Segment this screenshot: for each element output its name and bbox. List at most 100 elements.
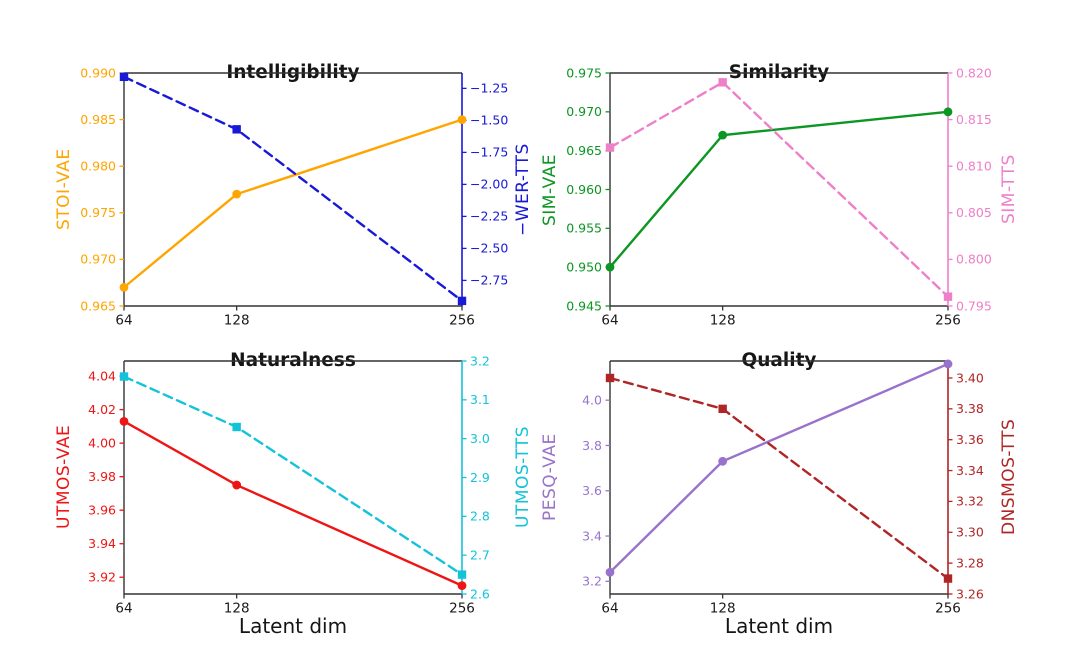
left-tick-label: 4.0 (582, 392, 602, 407)
x-tick-label: 128 (224, 313, 250, 329)
right-tick-label: 3.36 (956, 432, 984, 447)
left-tick-label: 0.990 (80, 65, 116, 80)
right-tick-label: −2.75 (470, 273, 508, 288)
left-tick-label: 0.965 (80, 298, 116, 313)
naturalness-plot-area: 64 128 256 3.92 3.94 3.96 3.98 4.00 4.02 4.04 2.6 2… (88, 353, 490, 617)
circle-marker (232, 480, 242, 490)
right-tick-label: 3.28 (956, 555, 984, 570)
chart-title-intelligibility: Intelligibility (226, 62, 360, 84)
right-tick-label: 3.32 (956, 494, 984, 509)
series-line-stoi-vae (122, 118, 464, 289)
square-marker (943, 574, 953, 583)
x-axis-label-latent-dim: Latent dim (238, 614, 348, 638)
square-marker (232, 422, 241, 432)
square-marker (457, 570, 467, 579)
square-marker (943, 292, 953, 301)
right-axis-label-wer-tts: −WER-TTS (513, 143, 533, 236)
right-tick-label: 0.795 (956, 298, 992, 313)
left-tick-label: 0.970 (566, 104, 602, 119)
x-tick-label: 64 (115, 601, 132, 617)
right-tick-label: 0.820 (956, 65, 992, 80)
circle-marker (232, 189, 242, 199)
intelligibility-plot-area: 64 128 256 0.965 0.970 0.975 0.980 0.985 0.990 −1… (80, 65, 508, 329)
square-marker (457, 296, 467, 306)
series-line--wer-tts (122, 75, 464, 303)
circle-marker (605, 567, 615, 577)
right-tick-label: 3.30 (956, 525, 984, 540)
x-tick-label: 128 (710, 601, 736, 617)
right-tick-label: 3.40 (956, 370, 984, 385)
square-marker (119, 372, 129, 381)
left-tick-label: 0.970 (80, 252, 116, 267)
square-marker (605, 373, 615, 383)
right-tick-label: 0.810 (956, 159, 992, 174)
x-tick-label: 256 (449, 313, 475, 329)
right-tick-label: 3.34 (956, 463, 984, 478)
right-tick-label: −2.25 (470, 209, 508, 224)
circle-marker (718, 130, 728, 140)
x-tick-label: 64 (601, 601, 618, 617)
circle-marker (119, 416, 129, 426)
right-axis-label-dnsmos-tts: DNSMOS-TTS (999, 418, 1019, 536)
left-axis-label-pesq-vae: PESQ-VAE (540, 433, 560, 521)
circle-marker (718, 456, 728, 466)
left-tick-label: 0.975 (566, 65, 602, 80)
right-tick-label: 2.7 (470, 547, 490, 562)
left-tick-label: 3.94 (88, 536, 116, 551)
right-tick-label: 2.6 (470, 586, 490, 601)
left-tick-label: 3.8 (582, 438, 602, 453)
similarity-plot-area: 64 128 256 0.945 0.950 0.955 0.960 0.965 0.970 0.… (566, 65, 992, 329)
series-line-sim-tts (608, 80, 950, 298)
x-tick-label: 256 (935, 601, 961, 617)
left-tick-label: 0.960 (566, 182, 602, 197)
right-tick-label: 0.800 (956, 252, 992, 267)
series-line-dnsmos-tts (608, 376, 950, 580)
x-tick-label: 64 (115, 313, 132, 329)
square-marker (718, 404, 727, 414)
circle-marker (943, 359, 953, 369)
left-tick-label: 0.985 (80, 112, 116, 127)
right-axis-label-sim-tts: SIM-TTS (999, 154, 1019, 225)
right-tick-label: −2.00 (470, 177, 508, 192)
right-tick-label: 2.8 (470, 509, 490, 524)
right-tick-label: 3.0 (470, 431, 490, 446)
left-axis-label-stoi-vae: STOI-VAE (54, 148, 74, 231)
left-tick-label: 0.945 (566, 298, 602, 313)
circle-marker (119, 282, 129, 292)
x-tick-label: 64 (601, 313, 618, 329)
right-tick-label: 2.9 (470, 470, 490, 485)
left-tick-label: 3.96 (88, 502, 116, 517)
left-tick-label: 3.6 (582, 483, 602, 498)
right-tick-label: 3.38 (956, 401, 984, 416)
left-tick-label: 3.4 (582, 528, 602, 543)
left-tick-label: 0.955 (566, 221, 602, 236)
left-tick-label: 4.00 (88, 435, 116, 450)
right-tick-label: 3.2 (470, 353, 490, 368)
series-line-utmos-tts (122, 375, 464, 576)
series-line-pesq-vae (608, 362, 950, 574)
series-line-utmos-vae (122, 420, 464, 587)
left-tick-label: 0.980 (80, 159, 116, 174)
circle-marker (943, 107, 953, 117)
left-tick-label: 0.975 (80, 205, 116, 220)
circle-marker (457, 115, 467, 124)
x-tick-label: 128 (710, 313, 736, 329)
right-tick-label: −1.50 (470, 113, 508, 128)
right-tick-label: −2.50 (470, 241, 508, 256)
left-tick-label: 3.2 (582, 574, 602, 589)
left-axis-label-sim-vae: SIM-VAE (540, 153, 560, 226)
x-tick-label: 128 (224, 601, 250, 617)
x-axis-label-latent-dim: Latent dim (724, 614, 834, 638)
chart-title-naturalness: Naturalness (230, 350, 356, 372)
circle-marker (605, 262, 615, 272)
right-tick-label: 0.805 (956, 205, 992, 220)
left-tick-label: 0.965 (566, 143, 602, 158)
chart-title-similarity: Similarity (728, 62, 830, 84)
right-tick-label: 0.815 (956, 112, 992, 127)
right-tick-label: −1.25 (470, 81, 508, 96)
left-axis-label-utmos-vae: UTMOS-VAE (54, 424, 74, 530)
